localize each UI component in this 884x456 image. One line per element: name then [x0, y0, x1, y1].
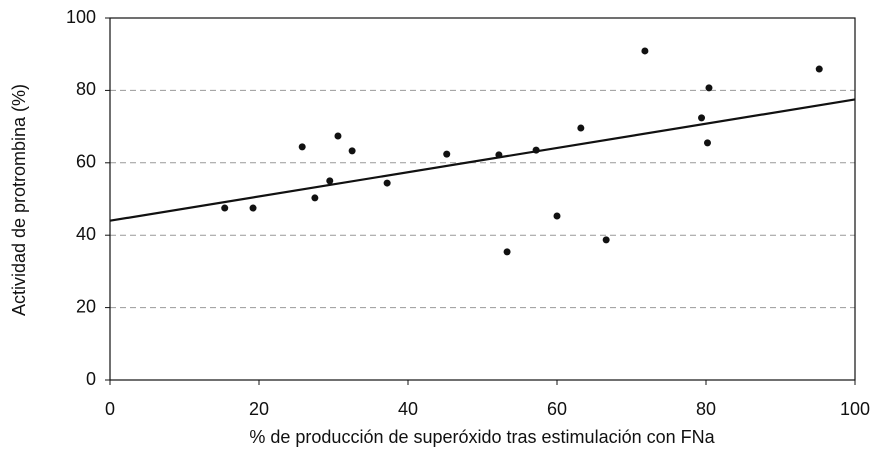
- point: [703, 139, 711, 147]
- point: [577, 124, 585, 132]
- x-tick-label: 20: [249, 399, 269, 419]
- point: [326, 177, 334, 185]
- point: [532, 146, 540, 154]
- point: [311, 194, 319, 202]
- y-tick-label: 80: [76, 79, 96, 99]
- y-tick-label: 40: [76, 224, 96, 244]
- point: [221, 204, 229, 212]
- x-tick-label: 100: [840, 399, 870, 419]
- trend-line: [109, 98, 856, 222]
- point: [298, 143, 306, 151]
- x-axis-label: % de producción de superóxido tras estim…: [249, 427, 715, 447]
- y-tick-label: 60: [76, 152, 96, 172]
- point: [495, 151, 503, 159]
- point: [698, 114, 706, 122]
- x-tick-label: 60: [547, 399, 567, 419]
- x-tick-label: 80: [696, 399, 716, 419]
- y-tick-label: 20: [76, 296, 96, 316]
- y-axis-label: Actividad de protrombina (%): [9, 84, 29, 316]
- point: [443, 150, 451, 158]
- y-tick-label: 100: [66, 7, 96, 27]
- point: [383, 179, 391, 187]
- point: [348, 147, 356, 155]
- point: [334, 132, 342, 140]
- point: [602, 236, 610, 244]
- point: [553, 212, 561, 220]
- y-tick-label: 0: [86, 369, 96, 389]
- point: [705, 84, 713, 92]
- plot-frame: [109, 17, 856, 381]
- point: [815, 65, 823, 73]
- point: [249, 204, 257, 212]
- x-tick-label: 40: [398, 399, 418, 419]
- point: [503, 248, 511, 256]
- x-tick-label: 0: [105, 399, 115, 419]
- point: [641, 47, 649, 55]
